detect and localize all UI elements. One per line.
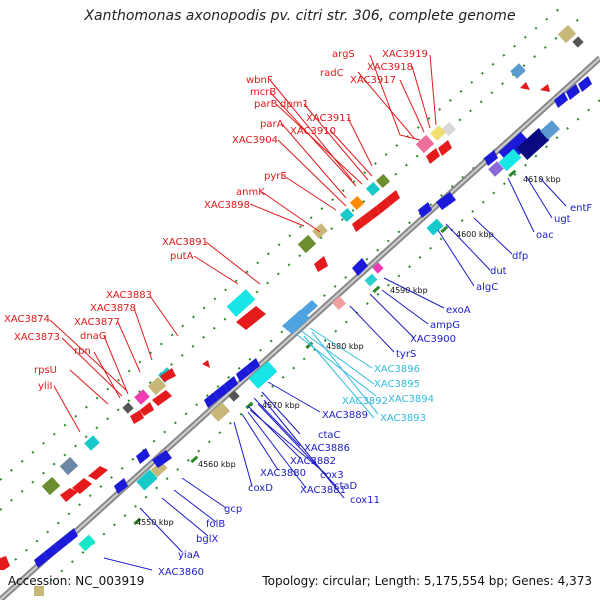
accession-text: Accession: NC_003919 [8,574,145,588]
gene-label: argS [332,49,355,60]
gene-label: XAC3882 [290,456,336,467]
gene-label: ctaC [318,430,341,441]
upper-gene-labels: argS XAC3919 XAC3918 radC XAC3917 wbnF m… [4,49,428,392]
gene-label: XAC3911 [306,113,352,124]
gene-arrow [0,556,10,570]
gene-label: yiaA [178,550,200,561]
gene-label: anmK [236,187,265,198]
gene-label: XAC3896 [374,364,420,375]
gene-label: XAC3892 [342,396,388,407]
gene-label: oac [536,230,554,241]
tick-label: 4560 kbp [198,460,236,469]
lower-connectors [103,175,567,571]
gene-label: XAC3910 [290,126,336,137]
gene-label: XAC3918 [367,62,413,73]
upper-strand-genes [0,24,584,570]
cyan-gene-labels: XAC3896 XAC3895 XAC3892 XAC3894 XAC3893 [342,364,434,424]
genome-stats-text: Topology: circular; Length: 5,175,554 bp… [262,574,592,588]
gene-box [41,476,61,496]
gene-label: XAC3877 [74,317,120,328]
gene-label: dpm1 [280,99,309,110]
gene-label: bglX [196,534,218,545]
gene-label: XAC3873 [14,332,60,343]
guide-tracks [0,7,600,591]
tick-label: 4600 kbp [456,230,494,239]
tick-label: 4570 kbp [262,401,300,410]
lower-gene-labels: entF ugt oac dfp dut algC exoA ampG XAC3… [158,203,592,578]
gene-box [84,435,100,451]
gene-label: putA [170,251,194,262]
gene-label: dut [490,266,507,277]
lower-strand-genes [34,63,592,596]
upper-connectors [49,54,437,433]
tick-label: 4550 kbp [136,518,174,527]
gene-label: exoA [446,305,471,316]
tick-label: 4580 kbp [326,342,364,351]
gene-label: ugt [554,214,571,225]
gene-label: XAC3898 [204,200,250,211]
gene-label: XAC3860 [158,567,204,578]
gene-label: cox11 [350,495,380,506]
gene-label: XAC3900 [410,334,456,345]
gene-label: folB [206,519,225,530]
gene-label: rpsU [34,365,57,376]
gene-label: pyrE [264,171,287,182]
gene-label: XAC3874 [4,314,50,325]
gene-label: XAC3904 [232,135,278,146]
gene-label: XAC3880 [260,468,306,479]
gene-label: entF [570,203,592,214]
gene-label: yliI [38,381,52,392]
gene-label: XAC3919 [382,49,428,60]
gene-label: XAC3891 [162,237,208,248]
gene-label: parB [254,99,278,110]
scale-ticks [133,169,517,526]
gene-label: parA [260,119,284,130]
gene-label: XAC3917 [350,75,396,86]
gene-label: gcp [224,504,242,515]
gene-label: rbn [74,346,91,357]
gene-label: XAC3886 [304,443,350,454]
gene-label: XAC3881 [300,485,346,496]
gene-label: ampG [430,320,460,331]
genome-title: Xanthomonas axonopodis pv. citri str. 30… [84,8,516,24]
gene-box [59,456,79,476]
gene-label: ctaD [334,481,358,492]
gene-label: dnaG [80,331,107,342]
gene-label: XAC3895 [374,379,420,390]
kbp-labels: 4550 kbp 4560 kbp 4570 kbp 4580 kbp 4590… [136,175,561,527]
gene-label: algC [476,282,498,293]
genome-backbone [0,55,600,600]
gene-label: tyrS [396,349,416,360]
gene-label: coxD [248,483,273,494]
gene-label: XAC3878 [90,303,136,314]
gene-label: cox3 [320,470,344,481]
gene-label: XAC3893 [380,413,426,424]
gene-label: radC [320,68,344,79]
gene-label: dfp [512,251,528,262]
gene-label: mcrB [250,87,276,98]
cyan-connectors [295,327,379,419]
gene-label: XAC3883 [106,290,152,301]
gene-label: XAC3894 [388,394,434,405]
gene-label: wbnF [246,75,273,86]
gene-label: XAC3889 [322,410,368,421]
